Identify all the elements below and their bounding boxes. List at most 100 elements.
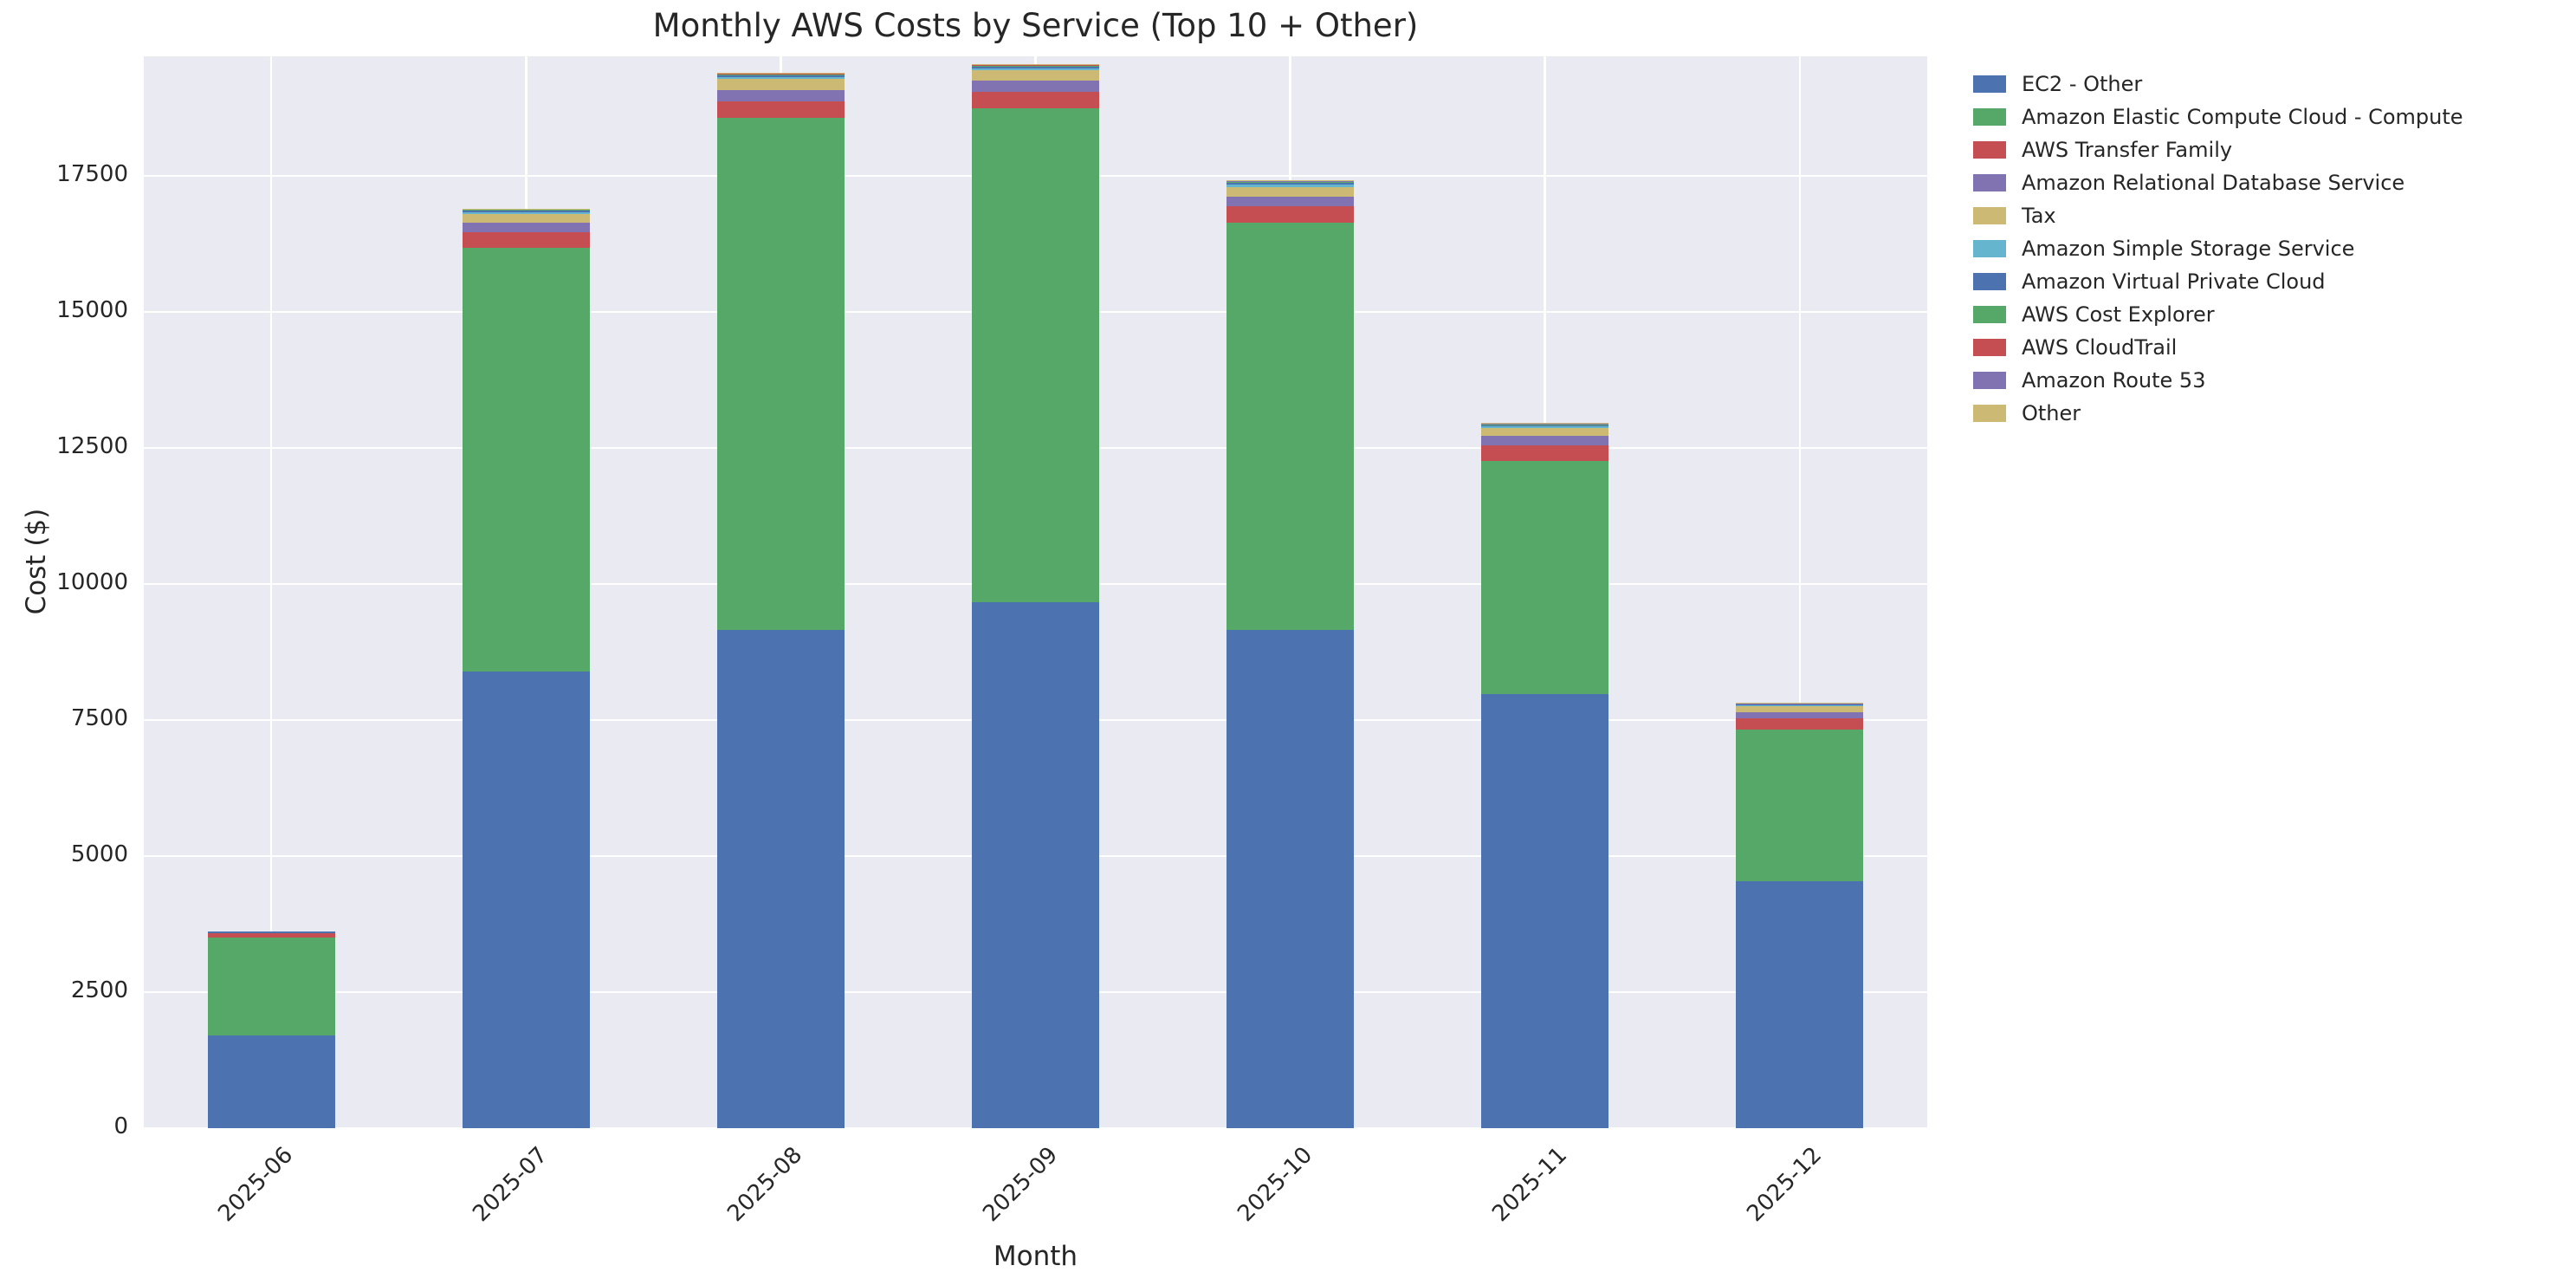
bar-segment[interactable] (1481, 435, 1609, 445)
bar-segment[interactable] (971, 91, 1100, 109)
bar-segment[interactable] (1227, 182, 1355, 185)
legend-swatch-icon (1973, 141, 2006, 159)
bar-segment[interactable] (716, 630, 845, 1128)
bar-segment[interactable] (1227, 223, 1355, 630)
bar-group[interactable] (971, 63, 1100, 1128)
bar-group[interactable] (207, 931, 335, 1128)
bar-segment[interactable] (971, 108, 1100, 602)
bar-segment[interactable] (1736, 704, 1864, 706)
bar-segment[interactable] (971, 64, 1100, 65)
bar-group[interactable] (1227, 180, 1355, 1128)
bar-segment[interactable] (1481, 425, 1609, 427)
bar-group[interactable] (462, 208, 590, 1128)
bar-segment[interactable] (1227, 181, 1355, 182)
bar-segment[interactable] (1481, 445, 1609, 462)
bar-segment[interactable] (462, 248, 590, 672)
bar-segment[interactable] (1227, 629, 1355, 1128)
bar-group[interactable] (1736, 703, 1864, 1128)
gridline-vertical (1798, 56, 1802, 1128)
bar-segment[interactable] (1227, 187, 1355, 198)
legend-item[interactable]: AWS Transfer Family (1973, 133, 2545, 166)
bar-segment[interactable] (1481, 693, 1609, 1128)
bar-segment[interactable] (716, 101, 845, 118)
bar-segment[interactable] (1736, 711, 1864, 719)
bar-segment[interactable] (462, 209, 590, 210)
legend-swatch-icon (1973, 207, 2006, 224)
legend-item[interactable]: Amazon Route 53 (1973, 364, 2545, 397)
legend-label: Amazon Simple Storage Service (2022, 237, 2355, 261)
chart-title: Monthly AWS Costs by Service (Top 10 + O… (652, 7, 1419, 44)
legend-label: Amazon Virtual Private Cloud (2022, 269, 2326, 294)
bar-segment[interactable] (462, 231, 590, 249)
bar-segment[interactable] (1481, 461, 1609, 694)
bar-segment[interactable] (716, 72, 845, 74)
bar-segment[interactable] (1227, 180, 1355, 182)
bar-segment[interactable] (716, 79, 845, 90)
bar-segment[interactable] (716, 89, 845, 102)
bar-segment[interactable] (207, 937, 335, 1036)
bar-segment[interactable] (716, 75, 845, 77)
legend-item[interactable]: AWS CloudTrail (1973, 331, 2545, 364)
bar-segment[interactable] (971, 601, 1100, 1128)
bar-segment[interactable] (971, 64, 1100, 66)
x-tick-label: 2025-06 (213, 1142, 299, 1228)
bar-segment[interactable] (716, 73, 845, 74)
bar-segment[interactable] (207, 932, 335, 938)
legend-item[interactable]: Amazon Elastic Compute Cloud - Compute (1973, 101, 2545, 133)
bar-segment[interactable] (971, 68, 1100, 71)
bar-segment[interactable] (1736, 880, 1864, 1128)
legend-label: Tax (2022, 204, 2056, 228)
legend-swatch-icon (1973, 108, 2006, 126)
legend-item[interactable]: EC2 - Other (1973, 68, 2545, 101)
bar-segment[interactable] (1481, 427, 1609, 436)
bar-segment[interactable] (716, 73, 845, 75)
legend-label: AWS Transfer Family (2022, 138, 2233, 162)
legend-item[interactable]: Amazon Virtual Private Cloud (1973, 265, 2545, 298)
bar-segment[interactable] (207, 1035, 335, 1128)
bar-segment[interactable] (1227, 185, 1355, 188)
bar-segment[interactable] (971, 70, 1100, 81)
y-tick-label: 10000 (56, 569, 128, 596)
y-tick-label: 17500 (56, 161, 128, 188)
x-tick-label: 2025-09 (977, 1142, 1063, 1228)
bar-segment[interactable] (716, 117, 845, 631)
y-tick-label: 7500 (70, 705, 128, 732)
bar-segment[interactable] (462, 222, 590, 232)
bar-segment[interactable] (1481, 424, 1609, 425)
bar-segment[interactable] (1227, 181, 1355, 183)
bar-segment[interactable] (462, 209, 590, 211)
bar-segment[interactable] (971, 63, 1100, 65)
y-tick-label: 0 (113, 1113, 128, 1139)
legend-item[interactable]: Other (1973, 397, 2545, 430)
bar-segment[interactable] (207, 931, 335, 933)
x-tick-label: 2025-12 (1742, 1142, 1828, 1228)
bar-segment[interactable] (971, 66, 1100, 68)
bar-group[interactable] (716, 72, 845, 1128)
legend-item[interactable]: Amazon Simple Storage Service (1973, 232, 2545, 265)
legend-item[interactable]: Amazon Relational Database Service (1973, 166, 2545, 199)
bar-segment[interactable] (462, 671, 590, 1128)
bar-segment[interactable] (462, 211, 590, 214)
bar-segment[interactable] (716, 76, 845, 80)
bar-segment[interactable] (1227, 206, 1355, 224)
legend-swatch-icon (1973, 75, 2006, 93)
legend-label: AWS Cost Explorer (2022, 302, 2215, 327)
bar-segment[interactable] (1736, 705, 1864, 707)
bar-segment[interactable] (971, 65, 1100, 67)
legend-swatch-icon (1973, 273, 2006, 290)
bar-segment[interactable] (1736, 706, 1864, 712)
bar-segment[interactable] (971, 81, 1100, 92)
legend-item[interactable]: Tax (1973, 199, 2545, 232)
bar-group[interactable] (1481, 423, 1609, 1128)
bar-segment[interactable] (1481, 426, 1609, 428)
bar-segment[interactable] (1227, 180, 1355, 181)
legend-item[interactable]: AWS Cost Explorer (1973, 298, 2545, 331)
bar-segment[interactable] (462, 210, 590, 212)
bar-segment[interactable] (1227, 197, 1355, 207)
bar-segment[interactable] (1736, 718, 1864, 730)
x-tick-label: 2025-07 (468, 1142, 553, 1228)
bar-segment[interactable] (1481, 423, 1609, 424)
bar-segment[interactable] (1736, 729, 1864, 881)
bar-segment[interactable] (462, 213, 590, 223)
